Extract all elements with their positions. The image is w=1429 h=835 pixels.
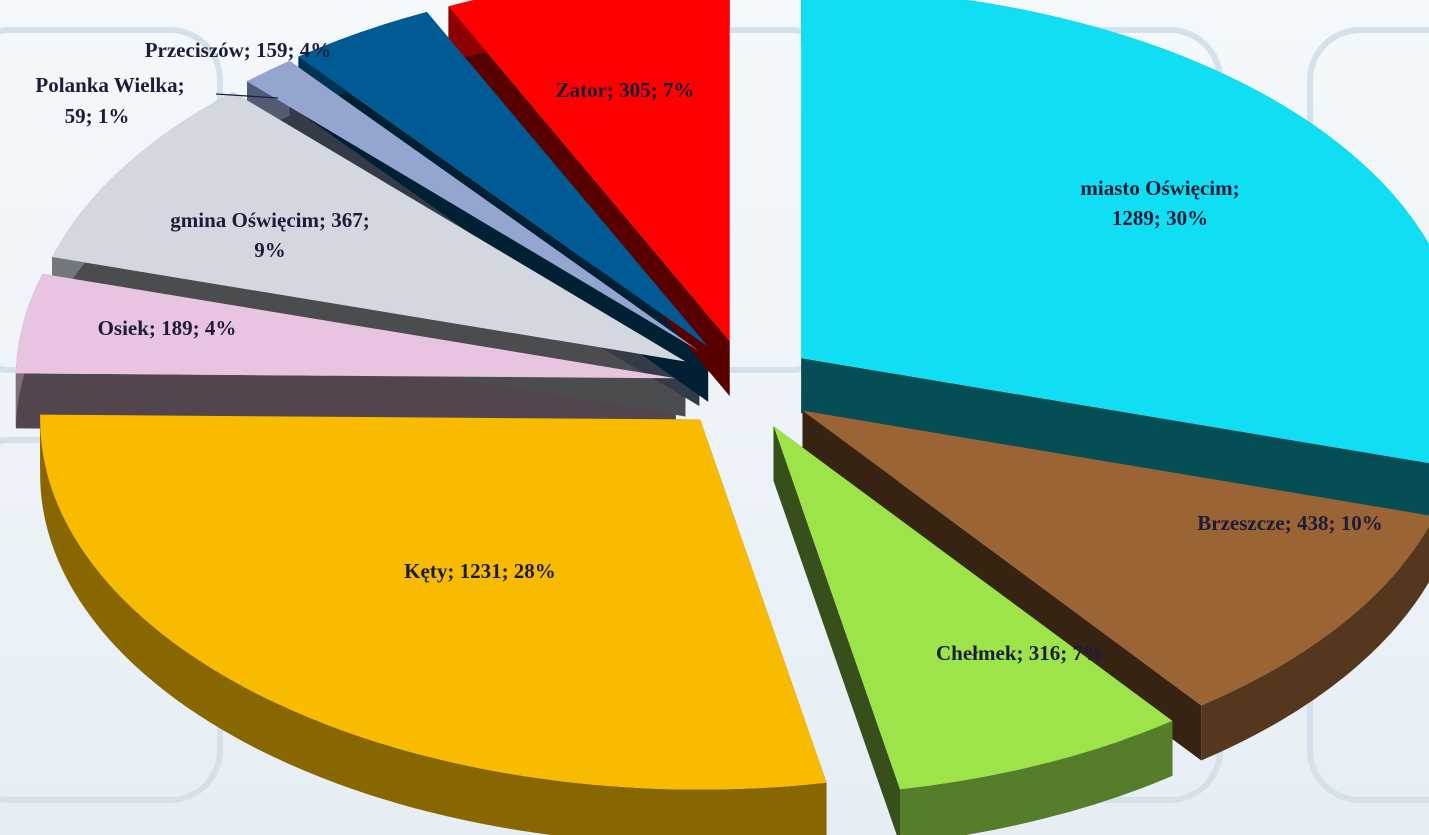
data-label: Zator; 305; 7% — [556, 78, 695, 102]
data-label: 59; 1% — [65, 104, 130, 128]
slice — [15, 273, 676, 379]
slice — [773, 426, 1173, 790]
slice — [801, 0, 1429, 464]
slice-tops — [15, 0, 1429, 790]
slice-side — [801, 358, 1429, 519]
data-label: Kęty; 1231; 28% — [404, 559, 556, 583]
leader-line — [215, 93, 279, 99]
data-label: Polanka Wielka; — [35, 73, 184, 97]
data-label: gmina Oświęcim; 367; — [170, 208, 369, 232]
data-label: miasto Oświęcim; — [1080, 176, 1239, 200]
slice — [448, 0, 730, 342]
slice-wall — [899, 720, 1173, 835]
slice — [802, 410, 1429, 706]
data-label: Brzeszcze; 438; 10% — [1197, 511, 1382, 535]
data-label: Chełmek; 316; 7% — [936, 641, 1104, 665]
slice-wall — [1201, 527, 1429, 761]
slice — [52, 91, 686, 362]
data-label: 1289; 30% — [1112, 206, 1208, 230]
slice — [298, 12, 709, 347]
data-label: Przeciszów; 159; 4% — [145, 38, 332, 62]
slice-side — [773, 426, 900, 835]
data-label: 9% — [254, 238, 286, 262]
data-label: Osiek; 189; 4% — [98, 316, 237, 340]
slice — [247, 60, 700, 351]
slice-wall — [40, 414, 827, 835]
slice — [40, 414, 827, 790]
